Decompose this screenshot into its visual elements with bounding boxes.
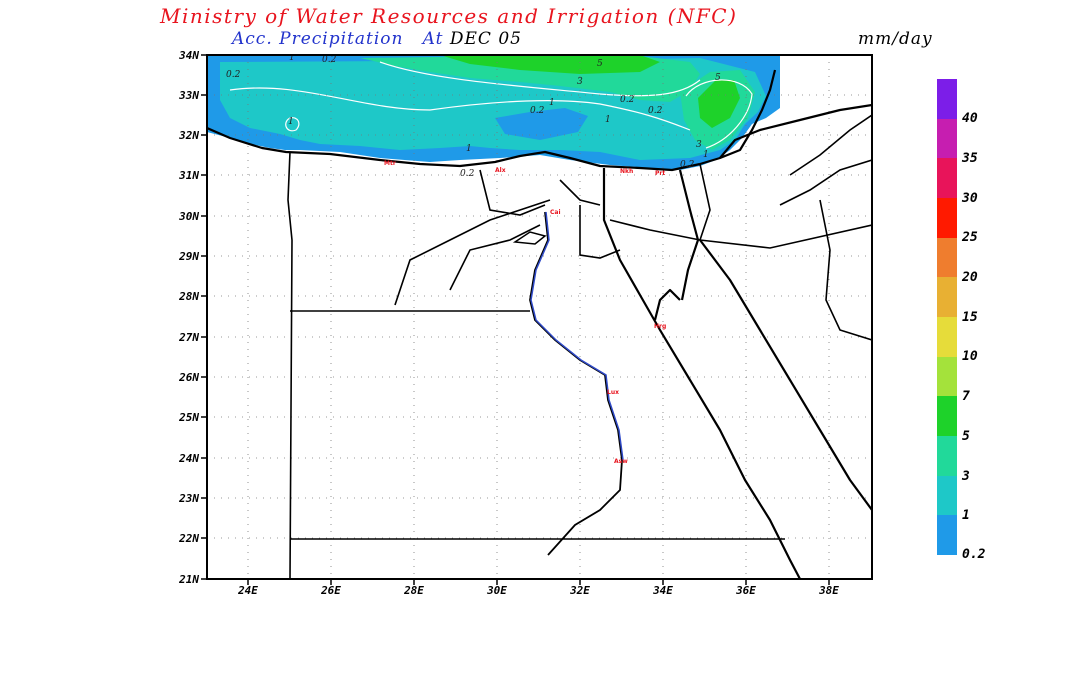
color-scale-segment	[937, 515, 957, 555]
city-marker: Prt	[655, 170, 665, 177]
scale-label: 25	[962, 230, 978, 245]
date-label: DEC 05	[449, 29, 522, 49]
lat-label: 24N	[178, 452, 199, 465]
precip-dry-pocket	[495, 108, 588, 140]
color-scale-segment	[937, 197, 957, 238]
lat-label: 34N	[178, 49, 199, 62]
units-label: mm/day	[858, 29, 933, 49]
lon-label: 30E	[486, 584, 507, 597]
lat-label: 28N	[178, 290, 199, 303]
precip-band-5	[440, 55, 660, 74]
scale-label: 15	[962, 310, 978, 325]
contour-label: 0.2	[322, 55, 337, 65]
scale-label: 30	[962, 191, 978, 206]
axis-ticks	[201, 54, 830, 585]
lat-label: 32N	[178, 129, 199, 142]
lon-label: 36E	[735, 584, 756, 597]
color-scale-segment	[937, 356, 957, 397]
scale-label: 0.2	[962, 547, 986, 562]
contour-label: 0.2	[620, 95, 635, 105]
lat-label: 30N	[178, 210, 199, 223]
contour-label: 5	[715, 73, 721, 83]
contour-label: 1	[703, 150, 709, 160]
city-marker: Asw	[614, 458, 628, 465]
city-marker: Mtr	[384, 160, 396, 167]
precip-field	[207, 55, 780, 170]
contour-label: 1	[288, 117, 294, 127]
precip-band-5b	[698, 80, 740, 128]
scale-label: 10	[962, 349, 978, 364]
lat-label: 29N	[178, 250, 199, 263]
lat-label: 31N	[178, 169, 199, 182]
contour-line	[685, 79, 753, 149]
contour-labels: 0.2 0.2 0.2 0.2 0.2 0.2 0.2 1 1 1 1 1 3 …	[226, 53, 721, 179]
scale-label: 7	[962, 389, 970, 404]
contour-label: 3	[696, 140, 702, 150]
color-scale-segment	[937, 237, 957, 278]
at-label: At	[422, 29, 444, 49]
contour-label: 0.2	[648, 106, 663, 116]
contour-label: 5	[597, 59, 603, 69]
map-frame	[206, 54, 873, 580]
scale-label: 35	[962, 151, 978, 166]
contour-label: 0.2	[530, 106, 545, 116]
contour-line	[285, 117, 300, 132]
contour-label: 0.2	[680, 160, 695, 170]
color-scale-segment	[937, 396, 957, 436]
city-marker: Hrg	[654, 323, 666, 330]
color-scale-segment	[937, 79, 957, 119]
contour-label: 1	[549, 98, 555, 108]
scale-label: 3	[962, 469, 970, 484]
borders	[287, 114, 872, 579]
lat-label: 33N	[178, 89, 199, 102]
scale-label: 5	[962, 429, 970, 444]
coastlines	[207, 69, 872, 579]
color-scale	[937, 79, 957, 555]
lon-labels: 24E 26E 28E 30E 32E 34E 36E 38E	[237, 584, 839, 597]
contour-label: 1	[466, 144, 472, 154]
contour-label: 1	[289, 53, 295, 63]
lat-label: 27N	[178, 331, 199, 344]
city-marker: Lux	[607, 389, 619, 396]
lon-label: 24E	[237, 584, 258, 597]
chart-title: Ministry of Water Resources and Irrigati…	[160, 4, 738, 28]
color-scale-segment	[937, 118, 957, 159]
lon-label: 34E	[652, 584, 673, 597]
lat-labels: 34N 33N 32N 31N 30N 29N 28N 27N 26N 25N …	[178, 49, 199, 586]
lat-label: 23N	[178, 492, 199, 505]
lon-label: 28E	[403, 584, 424, 597]
lon-label: 32E	[569, 584, 590, 597]
lat-label: 25N	[178, 411, 199, 424]
city-marker: Alx	[495, 167, 506, 174]
city-marker: Nkh	[620, 168, 633, 175]
city-markers: Mtr Alx Prt Cai Hrg Lux Asw Nkh	[384, 160, 666, 465]
lon-label: 26E	[320, 584, 341, 597]
contour-label: 1	[605, 115, 611, 125]
contour-label: 0.2	[460, 169, 475, 179]
lat-label: 26N	[178, 371, 199, 384]
color-scale-segment	[937, 158, 957, 198]
city-marker: Cai	[550, 209, 561, 216]
contour-label: 3	[577, 77, 583, 87]
contour-label: 0.2	[226, 70, 241, 80]
color-scale-segment	[937, 316, 957, 357]
contour-line	[229, 87, 691, 131]
chart-subtitle: Acc. Precipitation At DEC 05	[232, 29, 522, 49]
color-scale-segment	[937, 475, 957, 516]
color-scale-segment	[937, 277, 957, 317]
product-label: Acc. Precipitation	[232, 29, 404, 49]
scale-label: 1	[962, 508, 970, 523]
nile-river	[512, 211, 624, 556]
scale-label: 40	[962, 111, 978, 126]
lat-label: 22N	[178, 532, 199, 545]
lat-label: 21N	[178, 573, 199, 586]
lon-label: 38E	[818, 584, 839, 597]
scale-label: 20	[962, 270, 978, 285]
contour-line	[379, 61, 701, 97]
color-scale-segment	[937, 435, 957, 476]
